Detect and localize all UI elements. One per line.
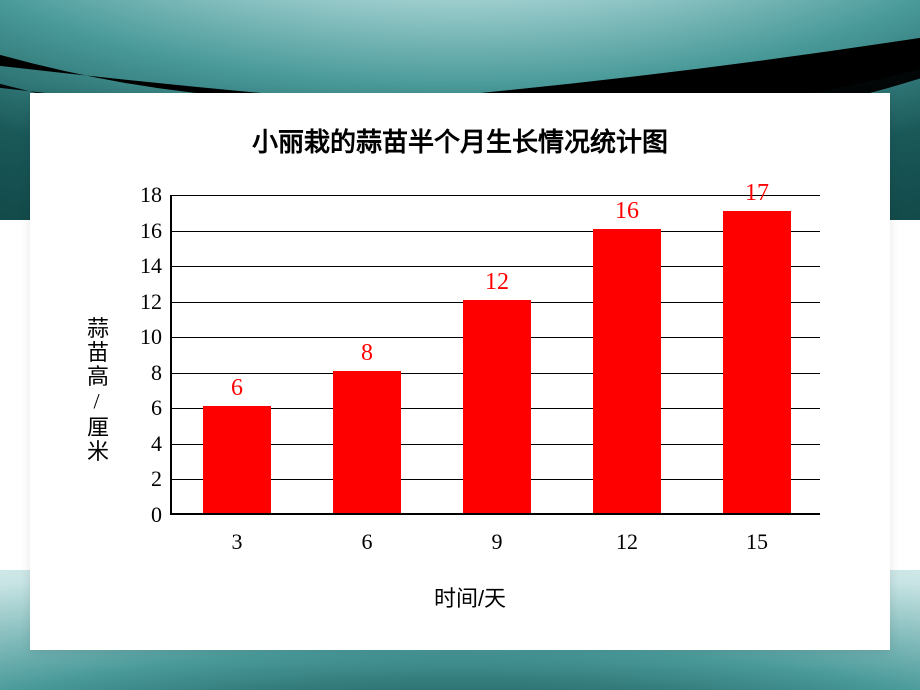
y-tick-label: 12 [140,289,172,315]
y-tick-label: 10 [140,324,172,350]
gridline [172,195,820,196]
bar: 6 [203,406,271,513]
bar-value-label: 8 [361,340,373,367]
x-tick-label: 15 [746,513,768,555]
y-tick-label: 2 [151,466,172,492]
x-tick-label: 12 [616,513,638,555]
y-tick-label: 0 [151,502,172,528]
x-tick-label: 6 [362,513,373,555]
bar-value-label: 6 [231,375,243,402]
bar-value-label: 16 [615,198,639,225]
bar-value-label: 17 [745,180,769,207]
y-tick-label: 18 [140,182,172,208]
bar: 8 [333,371,401,513]
plot-area: 024681012141618638612916121715 [170,195,820,515]
bar: 12 [463,300,531,513]
y-axis-label: 蒜苗高/厘米 [80,317,112,464]
chart-title: 小丽栽的蒜苗半个月生长情况统计图 [0,122,920,159]
y-tick-label: 6 [151,395,172,421]
bar: 17 [723,211,791,513]
bar: 16 [593,229,661,513]
y-tick-label: 4 [151,431,172,457]
y-tick-label: 8 [151,360,172,386]
x-tick-label: 3 [232,513,243,555]
bar-value-label: 12 [485,269,509,296]
x-tick-label: 9 [492,513,503,555]
y-tick-label: 16 [140,218,172,244]
x-axis-label: 时间/天 [434,581,506,613]
bar-chart: 蒜苗高/厘米 024681012141618638612916121715 时间… [90,175,850,605]
y-tick-label: 14 [140,253,172,279]
